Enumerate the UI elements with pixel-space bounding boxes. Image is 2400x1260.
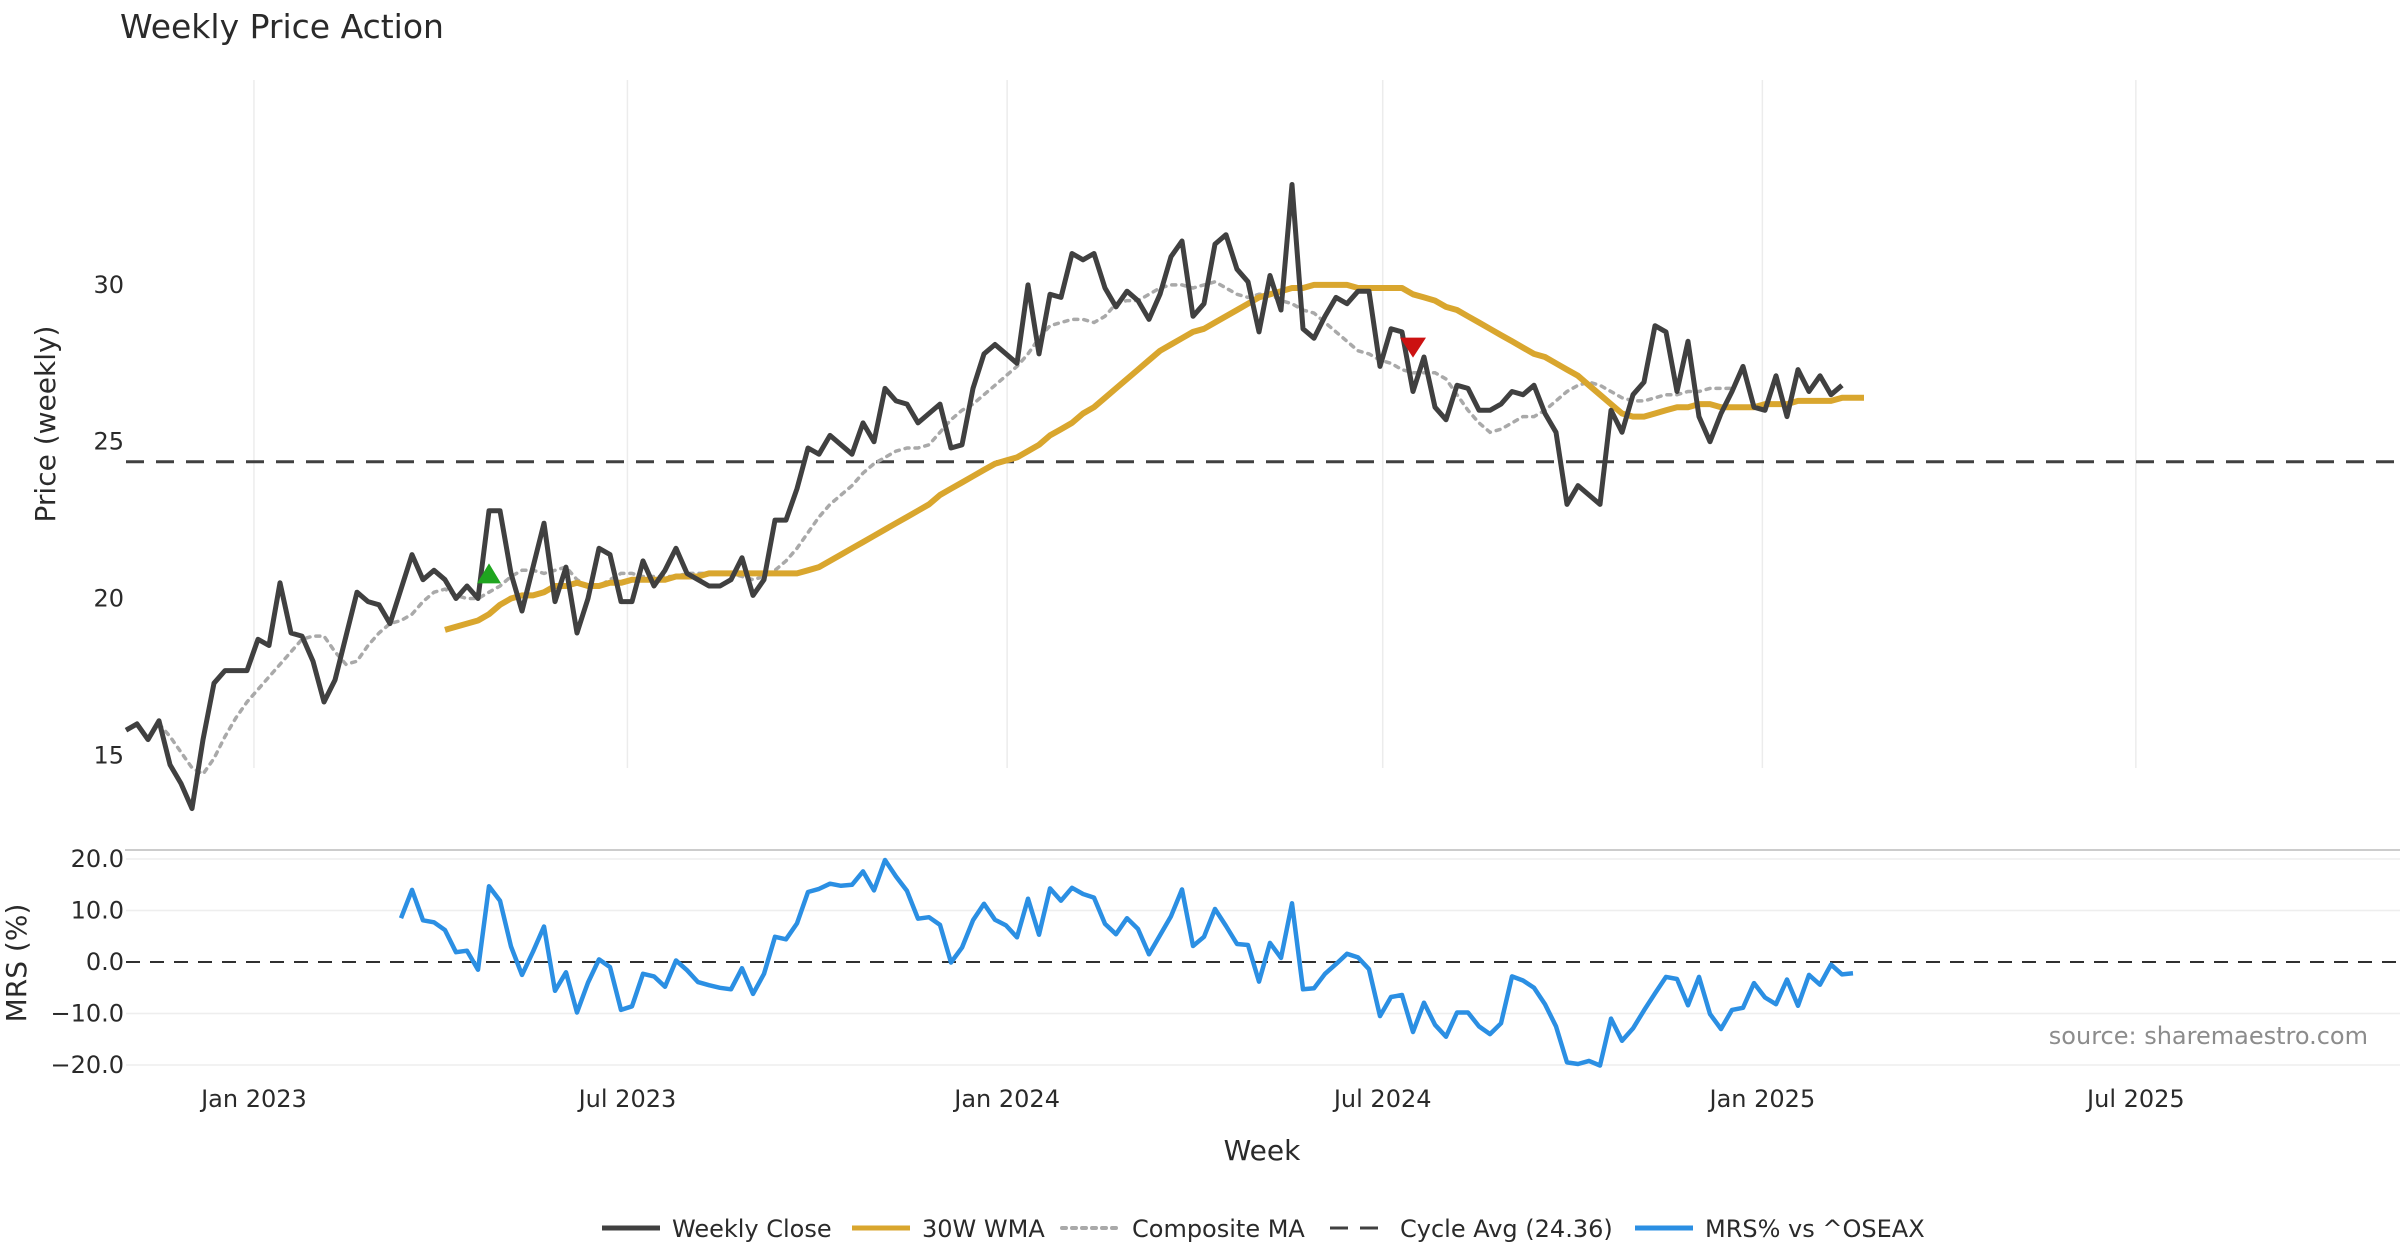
x-tick-label: Jul 2024 [1332, 1085, 1432, 1113]
mrs-y-axis-label: MRS (%) [0, 904, 33, 1023]
source-credit: source: sharemaestro.com [2049, 1022, 2368, 1050]
legend-label: Cycle Avg (24.36) [1400, 1215, 1613, 1243]
buy-signal-marker [477, 563, 501, 584]
price-y-tick-label: 20 [93, 585, 124, 613]
mrs-y-tick-label: −10.0 [50, 1000, 124, 1028]
sell-signal-marker [1400, 337, 1426, 358]
legend-label: Weekly Close [672, 1215, 832, 1243]
signal-markers [477, 337, 1426, 584]
mrs-y-tick-label: 20.0 [71, 845, 124, 873]
price-panel: 15 20 25 30 Price (weekly) [29, 80, 2400, 812]
chart-title: Weekly Price Action [120, 7, 444, 46]
x-tick-label: Jan 2024 [952, 1085, 1060, 1113]
price-y-axis-label: Price (weekly) [29, 326, 62, 523]
legend-label: MRS% vs ^OSEAX [1705, 1215, 1925, 1243]
weekly-close-line [124, 182, 1844, 812]
price-y-tick-label: 25 [93, 428, 124, 456]
x-tick-label: Jul 2023 [577, 1085, 677, 1113]
legend: Weekly Close 30W WMA Composite MA Cycle Avg… [602, 1215, 1925, 1243]
price-y-tick-label: 15 [93, 741, 124, 769]
price-y-ticks: 15 20 25 30 [93, 271, 124, 769]
x-tick-label: Jan 2023 [199, 1085, 307, 1113]
mrs-y-tick-label: 10.0 [71, 897, 124, 925]
mrs-panel: 20.0 10.0 0.0 −10.0 −20.0 MRS (%) source: sh… [0, 845, 2400, 1079]
mrs-y-tick-label: 0.0 [86, 948, 124, 976]
mrs-line [398, 857, 1854, 1068]
price-y-tick-label: 30 [93, 271, 124, 299]
legend-label: Composite MA [1132, 1215, 1305, 1243]
x-axis-ticks: Jan 2023 Jul 2023 Jan 2024 Jul 2024 Jan 2025… [199, 1085, 2185, 1113]
mrs-y-tick-label: −20.0 [50, 1051, 124, 1079]
x-tick-label: Jul 2025 [2085, 1085, 2185, 1113]
x-tick-label: Jan 2025 [1708, 1085, 1816, 1113]
x-axis-label: Week [1224, 1134, 1301, 1167]
legend-label: 30W WMA [922, 1215, 1045, 1243]
